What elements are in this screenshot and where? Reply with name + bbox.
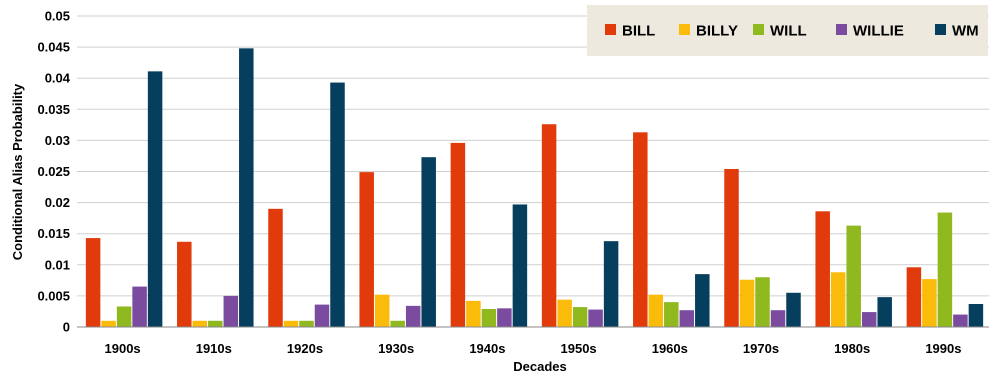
bar-wm-1960s (695, 274, 710, 327)
bar-willie-1980s (861, 312, 877, 327)
x-tick-label: 1970s (743, 341, 779, 356)
bar-bill-1980s (815, 211, 830, 327)
bar-wm-1910s (239, 48, 254, 328)
bar-billy-1950s (557, 299, 572, 327)
bar-will-1940s (481, 308, 497, 327)
bar-will-1950s (572, 307, 588, 327)
bar-wm-1990s (968, 303, 984, 327)
bar-billy-1910s (192, 320, 208, 327)
legend-label-will: WILL (770, 23, 807, 40)
legend-swatch-willie (836, 24, 847, 35)
y-tick-label: 0.005 (37, 288, 70, 303)
x-tick-labels: 1900s 1910s 1920s 1930s 1940s 1950s 1960s 1970s… (105, 341, 962, 356)
bar-wm-1970s (786, 292, 801, 327)
bar-bill-1910s (177, 241, 192, 327)
y-tick-label: 0.02 (45, 195, 70, 210)
bar-bill-1960s (633, 132, 648, 327)
y-tick-label: 0.01 (45, 257, 70, 272)
bar-bill-1950s (541, 124, 557, 327)
bar-billy-1940s (466, 300, 481, 327)
bar-billy-1980s (830, 272, 846, 327)
y-tick-label: 0.05 (45, 9, 70, 24)
bar-willie-1900s (132, 286, 147, 327)
bar-bill-1990s (906, 267, 922, 327)
bar-billy-1990s (922, 279, 937, 327)
bar-billy-1960s (648, 294, 664, 327)
bar-bill-1900s (85, 238, 101, 327)
legend-swatch-billy (679, 24, 690, 35)
bar-wm-1930s (421, 157, 436, 327)
y-tick-label: 0.025 (37, 164, 70, 179)
x-axis-title: Decades (513, 359, 566, 374)
y-tick-label: 0 (63, 320, 70, 335)
bar-willie-1970s (770, 310, 786, 327)
bar-wm-1900s (147, 71, 163, 327)
bar-billy-1920s (283, 320, 299, 327)
y-tick-label: 0.035 (37, 102, 70, 117)
bar-willie-1960s (679, 310, 695, 327)
bar-wm-1940s (512, 204, 528, 327)
x-tick-label: 1950s (561, 341, 597, 356)
legend-label-billy: BILLY (696, 23, 738, 40)
bar-will-1930s (390, 320, 405, 327)
bar-will-1910s (208, 320, 223, 327)
bar-billy-1970s (739, 279, 755, 327)
x-tick-label: 1930s (378, 341, 414, 356)
bars (85, 48, 984, 328)
bar-will-1960s (664, 302, 679, 327)
legend-box (587, 5, 988, 56)
y-tick-labels: 0 0.005 0.01 0.015 0.02 0.025 0.03 0.035 0.04 0.0… (37, 9, 70, 335)
legend-label-willie: WILLIE (853, 23, 904, 40)
bar-willie-1990s (953, 314, 968, 327)
bar-willie-1910s (223, 295, 239, 327)
bar-bill-1940s (450, 142, 466, 327)
bar-will-1980s (846, 225, 861, 327)
bar-wm-1920s (330, 82, 345, 327)
legend-swatch-will (753, 24, 764, 35)
y-tick-label: 0.04 (45, 71, 71, 86)
x-tick-label: 1990s (925, 341, 961, 356)
bar-will-1990s (937, 212, 953, 327)
x-tick-label: 1920s (287, 341, 323, 356)
bar-will-1900s (116, 306, 132, 327)
legend-swatch-wm (935, 24, 946, 35)
bar-willie-1920s (314, 304, 330, 327)
legend: BILL BILLY WILL WILLIE WM (587, 5, 988, 56)
bar-bill-1970s (724, 169, 739, 327)
x-tick-label: 1900s (105, 341, 141, 356)
bar-will-1920s (299, 320, 314, 327)
y-tick-label: 0.015 (37, 226, 70, 241)
bar-wm-1980s (877, 297, 892, 327)
x-tick-label: 1960s (652, 341, 688, 356)
bar-willie-1940s (497, 308, 512, 327)
legend-label-wm: WM (952, 23, 979, 40)
bar-wm-1950s (603, 241, 619, 327)
x-tick-label: 1940s (469, 341, 505, 356)
y-tick-label: 0.045 (37, 40, 70, 55)
bar-billy-1900s (101, 320, 116, 327)
y-axis-title: Conditional Alias Probability (10, 83, 25, 260)
bar-willie-1930s (405, 305, 421, 327)
x-tick-label: 1910s (196, 341, 232, 356)
bar-billy-1930s (374, 294, 390, 327)
bar-willie-1950s (588, 309, 603, 327)
y-tick-label: 0.03 (45, 133, 70, 148)
x-tick-label: 1980s (834, 341, 870, 356)
legend-label-bill: BILL (622, 23, 655, 40)
legend-swatch-bill (605, 24, 616, 35)
bar-will-1970s (755, 277, 770, 327)
bar-bill-1930s (359, 172, 374, 327)
bar-bill-1920s (268, 208, 283, 327)
